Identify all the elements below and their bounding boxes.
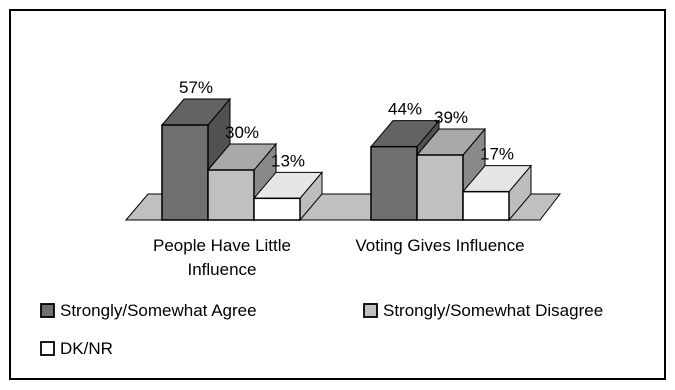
data-label: 17% (480, 145, 514, 164)
bar (416, 154, 464, 221)
data-label: 39% (434, 108, 468, 127)
legend-label: Strongly/Somewhat Disagree (383, 301, 603, 320)
data-label: 44% (388, 100, 422, 119)
legend-swatch (363, 303, 378, 318)
category-label: People Have Little (153, 236, 291, 255)
data-label: 30% (225, 123, 259, 142)
bar (370, 145, 418, 221)
legend-label: DK/NR (60, 339, 113, 358)
bar (462, 190, 510, 221)
bar (161, 124, 209, 221)
legend-swatch (40, 341, 55, 356)
category-label: Voting Gives Influence (355, 236, 524, 255)
category-label: Influence (188, 260, 257, 279)
data-label: 13% (271, 151, 305, 170)
bar (253, 197, 301, 221)
bar (207, 169, 255, 221)
legend-label: Strongly/Somewhat Agree (60, 301, 257, 320)
data-label: 57% (179, 78, 213, 97)
legend-swatch (40, 303, 55, 318)
